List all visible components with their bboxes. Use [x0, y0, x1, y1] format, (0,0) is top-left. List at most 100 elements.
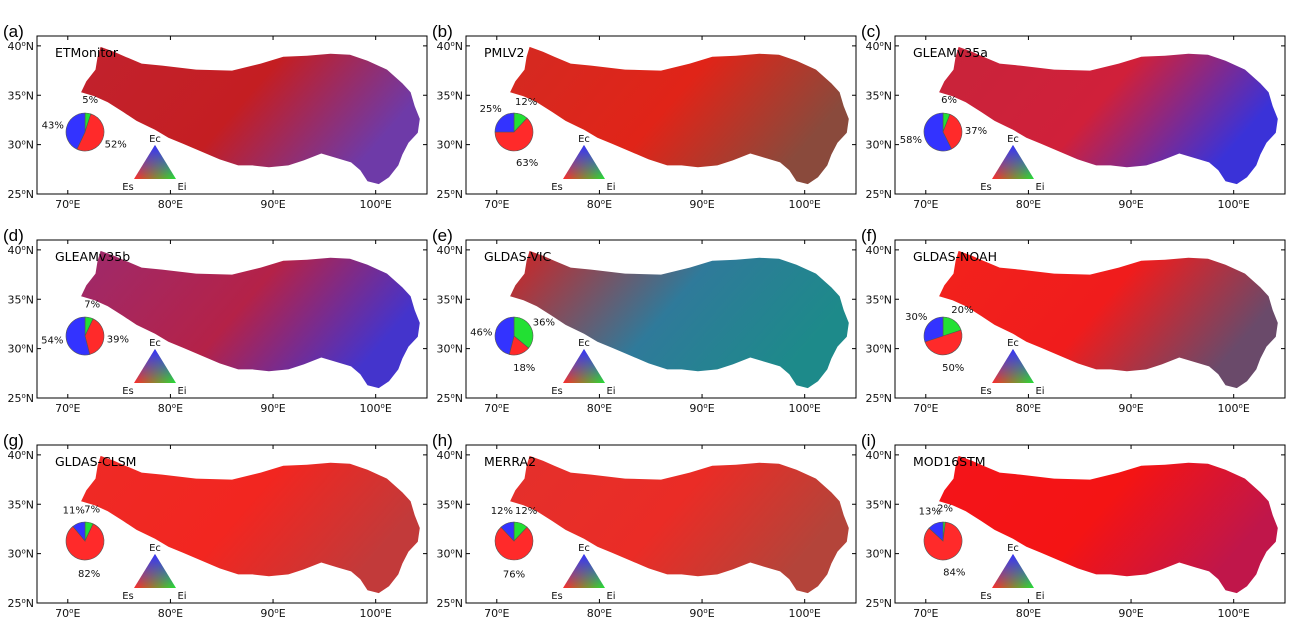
triangle-label-es: Es: [122, 591, 134, 602]
y-tick-label: 30oN: [7, 343, 34, 356]
y-tick-label: 25oN: [865, 392, 892, 405]
panel-letter: (c): [861, 22, 881, 41]
plot-frame: [465, 444, 857, 604]
triangle-label-es: Es: [980, 386, 992, 397]
pie-label-Es: 76%: [503, 570, 525, 581]
triangle-label-ei: Ei: [606, 182, 615, 193]
plot-frame: [465, 35, 857, 195]
panel-a: 70oE 80oE 90oE 100oE 25oN 30oN 35oN 40oN(a) ETMo…: [3, 22, 428, 211]
y-tick-label: 25oN: [865, 597, 892, 610]
plateau-map: [510, 250, 849, 389]
x-tick-label: 90oE: [260, 607, 285, 620]
x-tick-label: 80oE: [158, 198, 183, 211]
pie-label-Ei: 12%: [515, 506, 537, 517]
pie-label-Ec: 25%: [480, 104, 502, 115]
x-tick-label: 90oE: [689, 607, 714, 620]
y-tick-label: 25oN: [436, 188, 463, 201]
x-tick-label: 80oE: [1016, 198, 1041, 211]
y-tick-label: 25oN: [7, 188, 34, 201]
y-tick-label: 35oN: [7, 293, 34, 306]
pie-label-Ei: 6%: [941, 95, 957, 106]
pie-slice-Ec: [928, 521, 944, 542]
panel-f: 70oE 80oE 90oE 100oE 25oN 30oN 35oN 40oN(f) GLDA…: [861, 226, 1286, 415]
triangle-label-ei: Ei: [1035, 386, 1044, 397]
panel-i: 70oE 80oE 90oE 100oE 25oN 30oN 35oN 40oN(i) MOD1…: [861, 431, 1286, 620]
panel-b: 70oE 80oE 90oE 100oE 25oN 30oN 35oN 40oN(b) PMLV…: [432, 22, 857, 211]
plot-frame: [894, 444, 1286, 604]
x-tick-label: 80oE: [1016, 402, 1041, 415]
model-name: GLDAS-NOAH: [913, 249, 997, 264]
pie-slice-Es: [924, 329, 963, 356]
triangle-label-es: Es: [980, 182, 992, 193]
pie-label-Ec: 54%: [41, 336, 63, 347]
pie-slice-Ec: [494, 316, 515, 355]
triangle-label-ei: Ei: [1035, 591, 1044, 602]
pie-label-Es: 82%: [78, 569, 100, 580]
model-name: MOD16STM: [913, 454, 986, 469]
x-tick-label: 70oE: [484, 402, 509, 415]
x-tick-label: 100oE: [789, 402, 821, 415]
pie-slice-Ec: [72, 521, 86, 542]
pie-label-Es: 39%: [107, 335, 129, 346]
pie-slice-Ec: [923, 112, 952, 152]
pie-slice-Es: [494, 117, 534, 152]
triangle-label-ec: Ec: [149, 338, 161, 349]
model-name: GLDAS-CLSM: [55, 454, 136, 469]
model-name: PMLV2: [484, 45, 524, 60]
y-tick-label: 35oN: [865, 293, 892, 306]
x-tick-label: 80oE: [1016, 607, 1041, 620]
x-tick-label: 70oE: [55, 198, 80, 211]
color-triangle-legend: Ec Es Ei: [980, 134, 1044, 193]
y-tick-label: 40oN: [865, 40, 892, 53]
color-triangle-legend: Ec Es Ei: [551, 543, 615, 602]
pie-label-Es: 50%: [942, 363, 964, 374]
panel-h: 70oE 80oE 90oE 100oE 25oN 30oN 35oN 40oN(h) MERR…: [432, 431, 857, 620]
triangle-label-es: Es: [551, 182, 563, 193]
color-triangle-legend: Ec Es Ei: [551, 338, 615, 397]
panel-d: 70oE 80oE 90oE 100oE 25oN 30oN 35oN 40oN(d) GLEA…: [3, 226, 428, 415]
y-tick-label: 40oN: [436, 449, 463, 462]
plot-frame: [894, 239, 1286, 399]
plateau-map: [81, 455, 420, 594]
x-tick-label: 70oE: [913, 607, 938, 620]
panel-c: 70oE 80oE 90oE 100oE 25oN 30oN 35oN 40oN(c) GLEA…: [861, 22, 1286, 211]
y-tick-label: 40oN: [865, 244, 892, 257]
x-tick-label: 100oE: [789, 198, 821, 211]
x-tick-label: 80oE: [587, 198, 612, 211]
plateau-map: [81, 250, 420, 389]
color-triangle-legend: Ec Es Ei: [122, 134, 186, 193]
x-tick-label: 70oE: [55, 402, 80, 415]
panel-letter: (f): [861, 226, 877, 245]
pie-label-Ei: 36%: [533, 317, 555, 328]
pie-label-Ei: 7%: [84, 504, 100, 515]
model-name: GLDAS-VIC: [484, 249, 552, 264]
pie-slice-Es: [494, 526, 534, 561]
pie-label-Es: 63%: [516, 158, 538, 169]
pie-label-Es: 18%: [513, 363, 535, 374]
x-tick-label: 70oE: [55, 607, 80, 620]
triangle-label-es: Es: [122, 386, 134, 397]
y-tick-label: 35oN: [865, 498, 892, 511]
panel-letter: (i): [861, 431, 876, 450]
y-tick-label: 35oN: [865, 89, 892, 102]
pie-label-Ei: 5%: [82, 95, 98, 106]
plateau-map: [510, 455, 849, 594]
y-tick-label: 35oN: [436, 498, 463, 511]
plot-frame: [36, 35, 428, 195]
pie-slice-Ec: [500, 521, 515, 542]
y-tick-label: 30oN: [7, 139, 34, 152]
pie-label-Ec: 12%: [491, 506, 513, 517]
x-tick-label: 80oE: [158, 402, 183, 415]
plateau-map: [939, 455, 1278, 594]
y-tick-label: 25oN: [7, 392, 34, 405]
pie-slice-Ec: [923, 316, 944, 343]
y-tick-label: 35oN: [7, 498, 34, 511]
pie-slice-Es: [84, 318, 105, 355]
triangle-label-ei: Ei: [177, 386, 186, 397]
y-tick-label: 25oN: [436, 597, 463, 610]
model-name: ETMonitor: [55, 45, 119, 60]
pie-slice-Ec: [65, 316, 91, 356]
triangle-label-ec: Ec: [578, 134, 590, 145]
triangle-label-ei: Ei: [606, 591, 615, 602]
